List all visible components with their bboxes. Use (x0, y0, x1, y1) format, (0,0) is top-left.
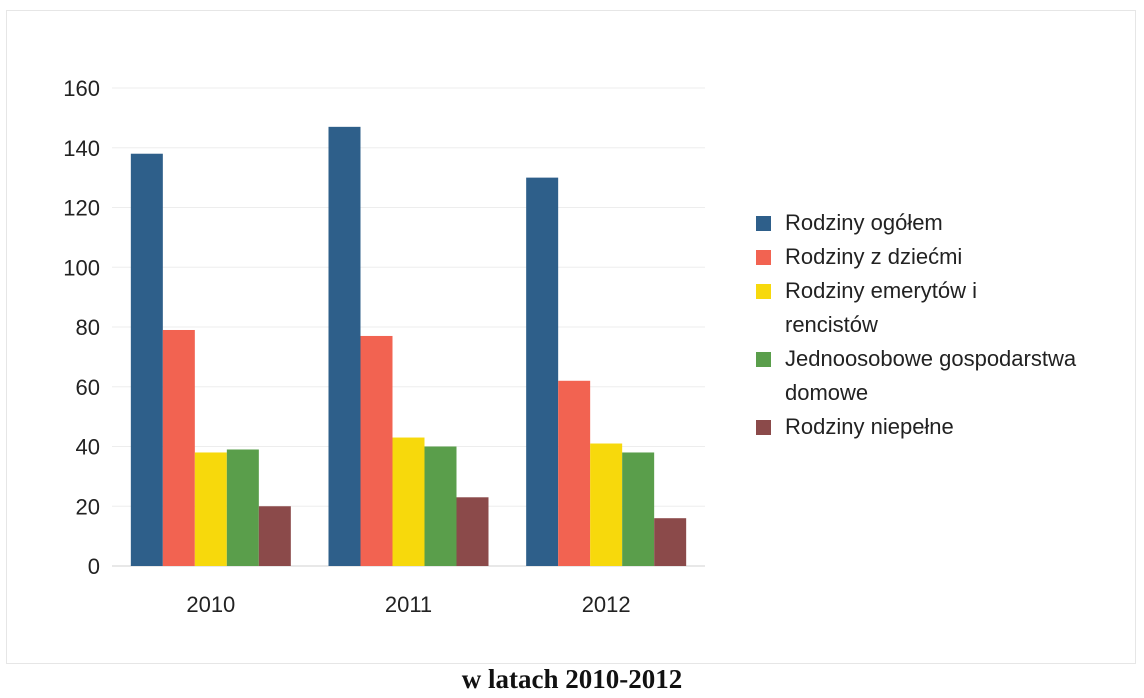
y-tick-label: 60 (76, 375, 100, 400)
y-tick-label: 100 (63, 255, 100, 280)
bar-2011-series-1 (360, 335, 393, 566)
bar-2011-series-0 (328, 126, 361, 567)
y-tick-label: 120 (63, 196, 100, 221)
x-axis-ticks: 2010 2011 2012 (186, 592, 630, 617)
bar-2010-series-3 (226, 449, 259, 566)
bar-2012-series-2 (590, 443, 623, 566)
legend: Rodziny ogółem Rodziny z dziećmi Rodziny e… (756, 210, 1077, 439)
y-tick-label: 40 (76, 435, 100, 460)
bar-2010-series-2 (194, 452, 227, 566)
y-axis-ticks: 0 20 40 60 80 100 120 140 160 (63, 76, 100, 579)
legend-entry: Rodziny ogółem (785, 210, 943, 235)
bar-2011-series-4 (456, 497, 489, 566)
bar-2010-series-4 (258, 506, 291, 566)
bar-2012-series-1 (558, 380, 591, 566)
y-tick-label: 80 (76, 315, 100, 340)
y-tick-label: 140 (63, 136, 100, 161)
chart-caption: w latach 2010-2012 (461, 664, 683, 694)
legend-swatch (756, 250, 771, 265)
bar-2012-series-3 (622, 452, 655, 566)
legend-entry: Jednoosobowe gospodarstwa domowe (785, 346, 1077, 405)
x-tick-label: 2010 (186, 592, 235, 617)
bar-2010-series-0 (130, 153, 163, 566)
legend-entry: Rodziny niepełne (785, 414, 954, 439)
bar-2012-series-0 (526, 177, 559, 566)
legend-entry: Rodziny z dziećmi (785, 244, 962, 269)
legend-swatch (756, 420, 771, 435)
legend-entry: Rodziny emerytów i rencistów (785, 278, 977, 337)
legend-swatch (756, 284, 771, 299)
y-tick-label: 0 (88, 554, 100, 579)
bar-2012-series-4 (654, 518, 687, 566)
bar-2010-series-1 (162, 329, 195, 566)
legend-swatch (756, 216, 771, 231)
bar-2011-series-3 (424, 446, 457, 566)
bar-2011-series-2 (392, 437, 425, 566)
bars (130, 126, 687, 567)
legend-swatch (756, 352, 771, 367)
y-tick-label: 20 (76, 494, 100, 519)
x-tick-label: 2011 (385, 592, 432, 617)
x-tick-label: 2012 (582, 592, 631, 617)
y-tick-label: 160 (63, 76, 100, 101)
